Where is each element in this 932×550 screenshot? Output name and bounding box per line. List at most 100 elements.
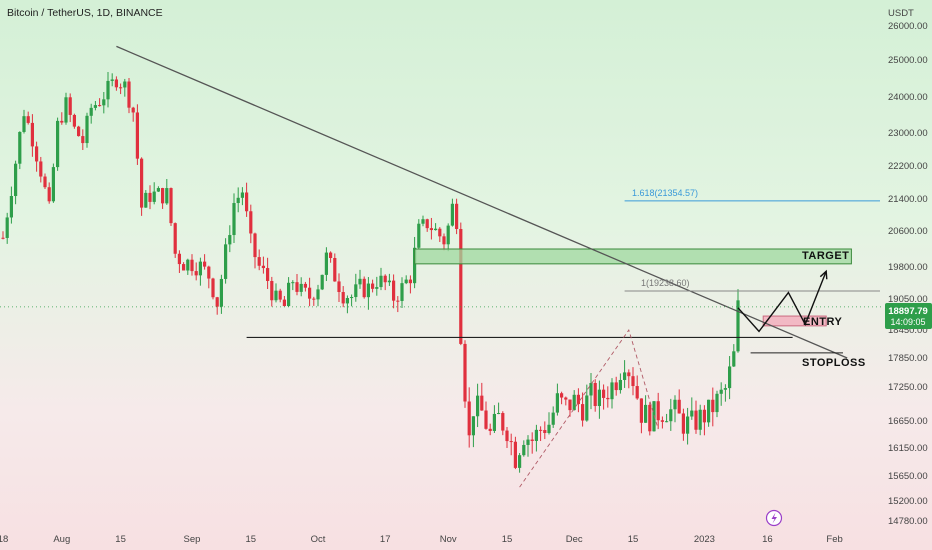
candle-body: [114, 79, 118, 88]
candle-body: [72, 114, 76, 127]
candle-body: [425, 219, 429, 229]
price-tick-label: 17250.00: [888, 382, 928, 393]
candle-body: [169, 188, 173, 224]
candle-body: [354, 284, 358, 298]
candle-body: [60, 120, 64, 123]
candle-body: [51, 167, 55, 202]
lightning-icon[interactable]: [765, 509, 783, 527]
candle-body: [177, 253, 181, 265]
candle-body: [497, 413, 501, 415]
candle-body: [450, 203, 454, 226]
price-tick-label: 21400.00: [888, 194, 928, 205]
overlays-layer: TARGET ENTRY STOPLOSS 1.618(21354.57) 1(1923…: [0, 45, 884, 488]
price-tick-label: 25000.00: [888, 55, 928, 66]
candle-body: [85, 115, 89, 144]
candle-body: [329, 252, 333, 258]
candle-body: [383, 275, 387, 283]
price-axis[interactable]: 26000.00 25000.00 24000.00 23000.00 22200.00…: [888, 21, 928, 527]
time-axis[interactable]: 18 Aug 15 Sep 15 Oct 17 Nov 15 Dec 15 2023 16 Feb: [0, 534, 843, 545]
candle-body: [266, 268, 270, 281]
candle-body: [308, 287, 312, 299]
time-tick-label: Feb: [826, 534, 842, 545]
candle-body: [635, 386, 639, 399]
candle-body: [320, 274, 324, 290]
candle-body: [736, 300, 740, 352]
candle-body: [190, 259, 194, 272]
candle-body: [547, 424, 551, 434]
candle-body: [513, 441, 517, 468]
candle-body: [39, 161, 43, 177]
candle-body: [253, 233, 257, 258]
candle-body: [618, 379, 622, 391]
projection-path: [737, 271, 827, 333]
current-price-tag: 18897.79 14:09:05: [885, 303, 932, 329]
candle-body: [156, 188, 160, 192]
time-tick-label: 15: [246, 534, 257, 545]
candle-body: [198, 261, 202, 276]
time-tick-label: Sep: [184, 534, 201, 545]
candle-body: [366, 283, 370, 298]
candle-body: [224, 244, 228, 279]
candle-body: [614, 382, 618, 391]
candle-body: [413, 247, 417, 284]
candle-body: [295, 282, 299, 292]
price-tick-label: 19050.00: [888, 294, 928, 305]
candle-body: [627, 372, 631, 377]
candle-body: [228, 235, 232, 245]
candle-body: [681, 413, 685, 434]
candle-body: [316, 289, 320, 300]
time-tick-label: Nov: [440, 534, 457, 545]
candle-body: [518, 455, 522, 468]
candle-body: [219, 278, 223, 307]
candle-body: [711, 399, 715, 413]
price-tick-label: 16650.00: [888, 416, 928, 427]
target-zone: [414, 248, 852, 265]
price-tick-label: 14780.00: [888, 516, 928, 527]
candle-body: [438, 228, 442, 237]
candle-body: [648, 404, 652, 432]
candle-body: [81, 136, 85, 144]
candle-body: [106, 80, 110, 100]
candle-body: [421, 219, 425, 224]
candle-body: [333, 257, 337, 282]
candle-body: [476, 395, 480, 417]
candle-body: [127, 81, 131, 108]
candle-body: [236, 197, 240, 204]
candle-body: [30, 122, 34, 147]
target-label: TARGET: [802, 250, 849, 262]
candle-body: [526, 439, 530, 445]
price-tick-label: 22200.00: [888, 161, 928, 172]
candle-body: [135, 112, 139, 159]
stoploss-label: STOPLOSS: [802, 357, 866, 369]
candle-body: [644, 404, 648, 423]
candle-body: [56, 120, 60, 168]
candle-body: [186, 259, 190, 271]
candle-body: [98, 105, 102, 107]
candle-body: [64, 97, 68, 123]
candle-body: [698, 409, 702, 430]
time-tick-label: 18: [0, 534, 8, 545]
candle-body: [77, 126, 81, 137]
candle-body: [102, 99, 106, 106]
candle-body: [312, 298, 316, 300]
candle-body: [471, 416, 475, 436]
fib-1618-label: 1.618(21354.57): [632, 188, 698, 198]
candle-body: [690, 410, 694, 417]
candle-body: [492, 413, 496, 431]
candle-body: [665, 421, 669, 423]
candle-body: [429, 228, 433, 231]
candle-body: [26, 116, 30, 123]
candle-body: [686, 416, 690, 434]
candle-body: [173, 223, 177, 254]
candle-body: [560, 393, 564, 398]
price-tick-label: 18450.00: [888, 325, 928, 336]
candle-body: [257, 257, 261, 266]
current-price-label: 18897.79: [888, 306, 928, 317]
currency-label: USDT: [888, 8, 914, 19]
candle-body: [358, 278, 362, 285]
pattern-path: [519, 328, 659, 488]
candle-body: [249, 211, 253, 234]
candle-body: [408, 279, 412, 284]
candle-body: [1, 237, 5, 239]
